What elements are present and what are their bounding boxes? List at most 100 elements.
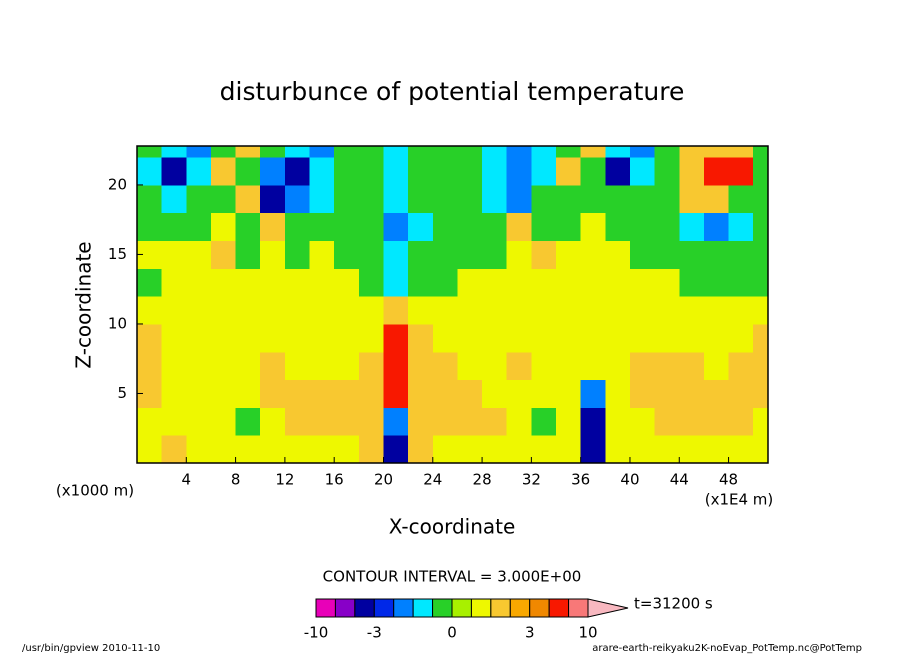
cell: [679, 240, 705, 269]
cell: [753, 184, 768, 214]
cell: [629, 146, 656, 158]
cell: [210, 157, 237, 186]
cell: [580, 379, 606, 408]
cell: [358, 379, 384, 408]
cell: [260, 323, 286, 353]
cell: [482, 435, 508, 463]
colorbar-tick-label: -10: [304, 624, 329, 642]
cell: [703, 184, 730, 214]
cell: [161, 212, 187, 242]
colorbar-box: [432, 598, 453, 618]
cell: [186, 351, 212, 381]
colorbar-tick-label: 3: [525, 624, 535, 642]
cell: [728, 146, 754, 158]
cell: [408, 240, 434, 269]
cell: [679, 323, 705, 353]
cell: [457, 323, 483, 353]
cell: [580, 212, 606, 242]
cell: [186, 323, 212, 353]
cell: [260, 407, 286, 436]
cell: [605, 351, 631, 381]
footer-left: /usr/bin/gpview 2010-11-10: [22, 643, 160, 654]
colorbar-box: [509, 598, 531, 618]
cell: [482, 351, 508, 381]
cell: [334, 212, 360, 242]
cell: [506, 212, 532, 242]
cell: [482, 407, 508, 436]
cell: [654, 146, 680, 158]
cell: [432, 435, 458, 463]
cell: [137, 296, 163, 325]
cell: [383, 323, 409, 353]
cell: [210, 212, 237, 242]
cell: [137, 268, 163, 297]
cell: [457, 157, 483, 186]
cell: [383, 407, 409, 436]
cell: [679, 268, 705, 297]
cell: [679, 212, 705, 242]
cell: [728, 351, 754, 381]
cell: [334, 407, 360, 436]
cell: [531, 157, 557, 186]
cell: [506, 268, 532, 297]
cell: [629, 240, 656, 269]
cell: [137, 435, 163, 463]
cell: [383, 379, 409, 408]
cell: [482, 146, 508, 158]
cell: [235, 240, 261, 269]
x-tick-label: 28: [473, 471, 492, 489]
cell: [703, 240, 730, 269]
cell: [556, 407, 582, 436]
cell: [408, 268, 434, 297]
cell: [605, 435, 631, 463]
cell: [358, 212, 384, 242]
cell: [210, 296, 237, 325]
cell: [629, 212, 656, 242]
colorbar-box: [529, 598, 550, 618]
colorbar: -10 -3 0 3 10: [304, 598, 629, 642]
cell: [482, 212, 508, 242]
cell: [358, 268, 384, 297]
cell: [284, 157, 311, 186]
cell: [580, 184, 606, 214]
cell: [679, 435, 705, 463]
cell: [654, 157, 680, 186]
cell: [703, 157, 730, 186]
cell: [531, 268, 557, 297]
cell: [753, 435, 768, 463]
cell: [334, 240, 360, 269]
x-tick-label: 48: [719, 471, 738, 489]
contour-interval: CONTOUR INTERVAL = 3.000E+00: [323, 568, 582, 586]
cell: [309, 351, 335, 381]
cell: [556, 351, 582, 381]
cell: [358, 351, 384, 381]
cell: [703, 146, 730, 158]
cell: [506, 407, 532, 436]
x-tick-label: 44: [670, 471, 689, 489]
cell: [580, 268, 606, 297]
cell: [629, 351, 656, 381]
cell: [629, 268, 656, 297]
cell: [334, 323, 360, 353]
x-tick-label: 12: [275, 471, 294, 489]
cell: [161, 146, 187, 158]
cell: [679, 157, 705, 186]
cell: [457, 268, 483, 297]
cell: [284, 323, 311, 353]
cell: [161, 240, 187, 269]
cell: [482, 379, 508, 408]
cell: [703, 435, 730, 463]
x-tick-label: 8: [231, 471, 241, 489]
colorbar-box: [315, 598, 336, 618]
cell: [457, 240, 483, 269]
cell: [161, 435, 187, 463]
cell: [260, 212, 286, 242]
cell: [284, 435, 311, 463]
cell: [235, 296, 261, 325]
cell: [629, 379, 656, 408]
cell: [728, 184, 754, 214]
cell: [334, 379, 360, 408]
cell: [284, 240, 311, 269]
footer-right: arare-earth-reikyaku2K-noEvap_PotTemp.nc…: [592, 643, 862, 654]
cell: [334, 435, 360, 463]
